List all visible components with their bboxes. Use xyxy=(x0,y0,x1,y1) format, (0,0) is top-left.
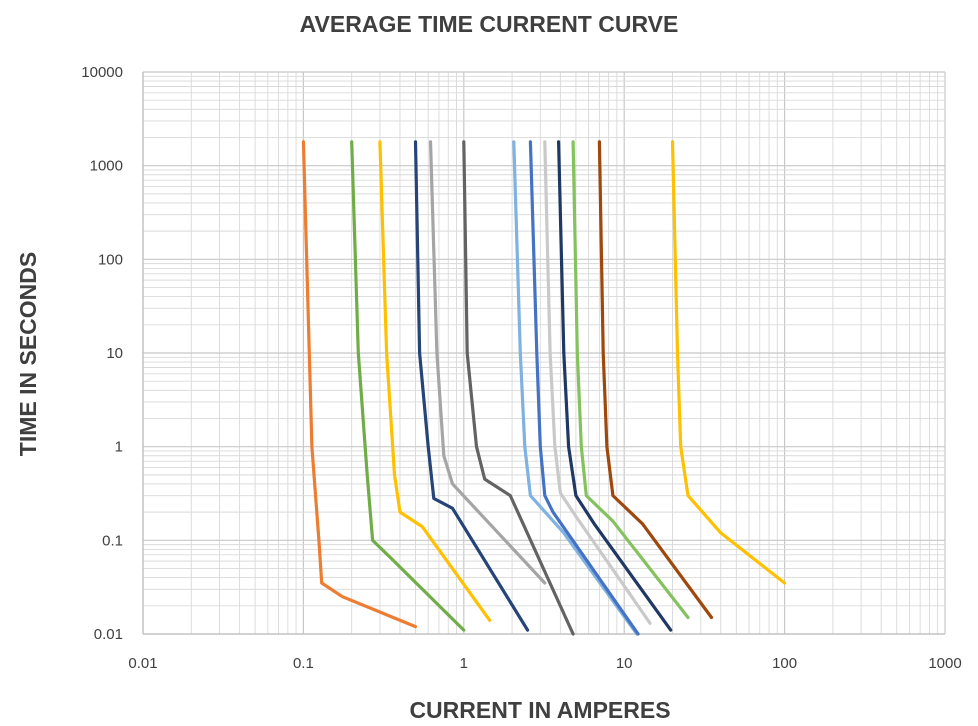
y-tick-label: 10000 xyxy=(81,64,123,81)
x-tick-label: 0.01 xyxy=(128,655,157,672)
series-line-7 xyxy=(512,140,639,636)
series-line-1 xyxy=(301,140,418,629)
x-tick-label: 1000 xyxy=(928,655,961,672)
series-line-2 xyxy=(350,140,466,632)
x-tick-label: 100 xyxy=(772,655,797,672)
y-tick-label: 1000 xyxy=(90,158,123,175)
y-tick-label: 10 xyxy=(106,345,123,362)
x-tick-label: 10 xyxy=(616,655,633,672)
x-tick-label: 0.1 xyxy=(293,655,314,672)
y-tick-label: 100 xyxy=(98,251,123,268)
x-tick-label: 1 xyxy=(460,655,468,672)
series-line-9 xyxy=(543,140,652,625)
x-axis-title: CURRENT IN AMPERES xyxy=(409,697,670,723)
series-line-13 xyxy=(670,140,787,585)
y-tick-labels: 0.01 0.1 1 10 100 1000 10000 xyxy=(81,64,123,643)
chart-title: AVERAGE TIME CURRENT CURVE xyxy=(300,11,679,37)
series-line-8 xyxy=(528,140,640,636)
y-axis-title: TIME IN SECONDS xyxy=(15,252,41,456)
series-line-5 xyxy=(428,140,547,585)
series-line-10 xyxy=(557,140,673,632)
series-line-11 xyxy=(571,140,690,620)
series-lines xyxy=(301,140,787,636)
series-line-12 xyxy=(597,140,714,620)
axes xyxy=(142,72,945,635)
x-tick-labels: 0.01 0.1 1 10 100 1000 xyxy=(128,655,961,672)
series-line-4 xyxy=(413,140,530,632)
y-tick-label: 0.1 xyxy=(102,532,123,549)
series-line-6 xyxy=(462,140,575,636)
y-tick-label: 1 xyxy=(115,439,123,456)
series-line-3 xyxy=(378,140,492,622)
y-tick-label: 0.01 xyxy=(94,626,123,643)
